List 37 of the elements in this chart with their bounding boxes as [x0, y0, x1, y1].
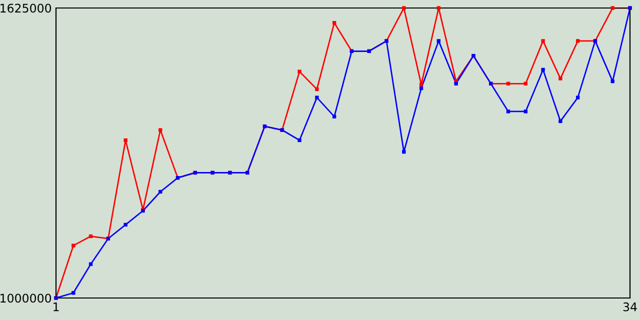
- point: [436, 39, 441, 43]
- point: [558, 119, 562, 124]
- point: [124, 222, 128, 227]
- x-tick-label: 1: [54, 302, 59, 312]
- point: [72, 244, 76, 248]
- point: [419, 86, 424, 90]
- y-tick-label: 1625000: [0, 4, 52, 13]
- point: [506, 110, 510, 114]
- point: [558, 76, 562, 80]
- point: [332, 21, 336, 25]
- point: [610, 79, 614, 84]
- point: [576, 39, 580, 43]
- point: [332, 114, 336, 118]
- point: [541, 68, 545, 72]
- point: [402, 150, 406, 154]
- point: [610, 6, 614, 10]
- y-tick-label: 1000000: [0, 294, 52, 303]
- point: [419, 82, 424, 86]
- point: [298, 138, 302, 142]
- point: [524, 110, 528, 114]
- point: [158, 190, 162, 194]
- point: [315, 87, 319, 92]
- point: [576, 96, 580, 100]
- point: [315, 96, 319, 100]
- x-tick-label: 34: [623, 302, 637, 312]
- point: [298, 70, 302, 74]
- point: [454, 82, 458, 86]
- point: [541, 39, 545, 43]
- point: [124, 138, 128, 142]
- point: [524, 82, 528, 86]
- point: [88, 262, 93, 266]
- point: [158, 128, 162, 132]
- point: [88, 234, 93, 238]
- point: [436, 6, 441, 10]
- point: [402, 6, 406, 10]
- point: [506, 82, 510, 86]
- point: [72, 291, 76, 295]
